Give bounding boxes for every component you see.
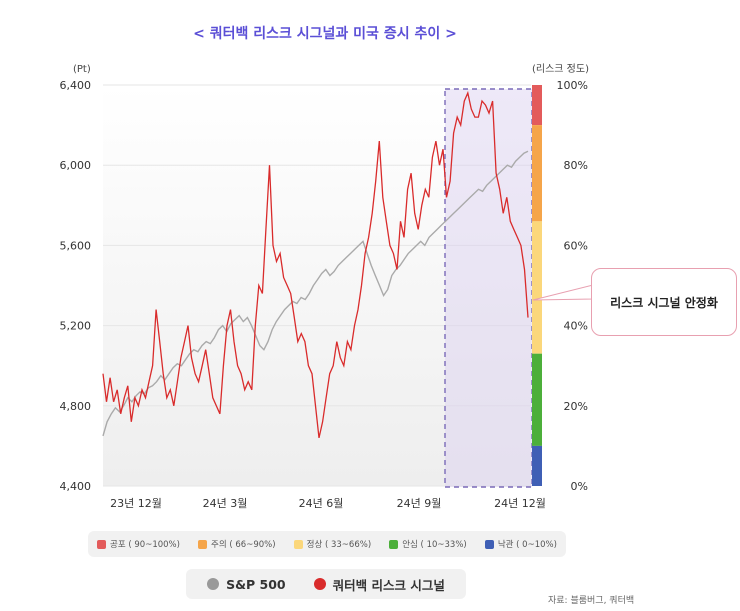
left-tick-label: 4,800 [60,400,92,413]
right-tick-label: 80% [564,159,588,172]
source-note: 자료: 블룸버그, 쿼터백 [548,596,635,606]
band-legend-label: 정상 ( 33~66%) [306,540,372,550]
band-legend-swatch [484,539,494,549]
legend-item-risk: 쿼터백 리스크 시그널 [313,575,445,594]
chart-title: < 쿼터백 리스크 시그널과 미국 증시 추이 > [193,25,457,42]
risk-band-segment [532,221,542,354]
legend-label-risk: 쿼터백 리스크 시그널 [332,577,445,593]
left-tick-label: 6,000 [60,159,92,172]
risk-band-segment [532,445,542,486]
band-legend-swatch [198,539,208,549]
band-legend-item: 낙관 ( 0~10%) [484,538,557,550]
series-legend: S&P 500 쿼터백 리스크 시그널 [186,569,466,599]
left-axis-ticks: 6,400 6,000 5,600 5,200 4,800 4,400 [60,79,92,493]
gridlines [103,84,531,487]
risk-band-legend: 공포 ( 90~100%) 주의 ( 66~90%) 정상 ( 33~66%) 안심 … [88,531,566,557]
risk-band-segment [532,353,542,446]
right-tick-label: 0% [571,480,588,493]
band-legend-label: 공포 ( 90~100%) [110,540,180,550]
risk-band-bar [532,85,542,486]
x-axis-ticks: 23년 12월 24년 3월 24년 6월 24년 9월 24년 12월 [110,497,546,510]
left-tick-label: 5,600 [60,239,92,252]
band-legend-label: 낙관 ( 0~10%) [497,540,557,550]
annotation-text: 리스크 시그널 안정화 [610,295,718,310]
right-tick-label: 40% [564,320,588,333]
left-tick-label: 4,400 [60,480,92,493]
band-legend-swatch [293,539,303,549]
x-tick-label: 24년 12월 [494,497,546,510]
x-tick-label: 24년 6월 [299,497,344,510]
x-tick-label: 24년 9월 [397,497,442,510]
series-line-risk-signal [102,90,529,439]
band-legend-item: 공포 ( 90~100%) [97,538,180,550]
risk-band-segment [532,85,542,126]
left-axis-unit: (Pt) [73,64,91,75]
series-line-sp500 [102,150,529,437]
band-legend-label: 주의 ( 66~90%) [211,540,276,550]
legend-dot-sp500 [207,578,220,590]
band-legend-label: 안심 ( 10~33%) [402,540,467,550]
highlight-region [444,88,533,488]
legend-label-sp500: S&P 500 [226,576,286,592]
legend-dot-risk [313,578,326,590]
legend-item-sp500: S&P 500 [207,577,286,592]
annotation-callout: 리스크 시그널 안정화 [591,268,737,336]
right-axis-unit: (리스크 정도) [532,63,589,75]
band-legend-item: 안심 ( 10~33%) [389,538,467,550]
right-tick-label: 100% [557,79,588,92]
left-tick-label: 5,200 [60,320,92,333]
band-legend-item: 주의 ( 66~90%) [198,538,276,550]
risk-band-segment [532,125,542,222]
band-legend-swatch [97,539,107,549]
left-tick-label: 6,400 [60,79,92,92]
band-legend-swatch [389,539,399,549]
right-tick-label: 60% [564,239,588,252]
right-axis-ticks: 100% 80% 60% 40% 20% 0% [557,79,588,493]
x-tick-label: 23년 12월 [110,497,162,510]
right-tick-label: 20% [564,400,588,413]
x-tick-label: 24년 3월 [203,497,248,510]
band-legend-item: 정상 ( 33~66%) [293,538,372,550]
